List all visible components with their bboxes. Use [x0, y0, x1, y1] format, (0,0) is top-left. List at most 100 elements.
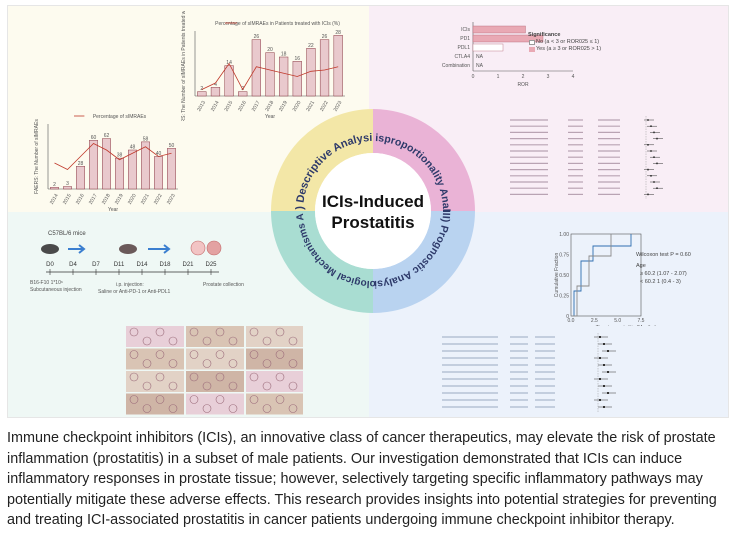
bar — [333, 35, 343, 97]
mouse-icon — [41, 244, 59, 254]
legend-no-swatch — [529, 40, 535, 45]
wilcoxon-label: Wilcoxon test P = 0.60 — [636, 252, 691, 258]
point-estimate — [653, 131, 655, 134]
b16-label: B16-F10 1*10⁶ — [30, 280, 63, 286]
x-tick-label: 1 — [497, 74, 500, 80]
x-tick-label: 3 — [547, 74, 550, 80]
bar — [279, 56, 289, 97]
center-title-line1: ICIs-Induced — [322, 192, 424, 211]
x-tick-label: 7.5 — [638, 318, 645, 324]
gland-outline — [189, 395, 199, 404]
x-tick-label: 2022 — [153, 193, 164, 206]
bar — [265, 52, 275, 97]
gland-outline — [189, 372, 199, 382]
arrow-icon — [68, 244, 86, 254]
gland-outline — [129, 395, 139, 404]
point-estimate — [650, 150, 652, 152]
gland-outline — [142, 381, 152, 391]
gland-outline — [262, 336, 272, 346]
gland-outline — [249, 395, 259, 404]
point-estimate — [599, 378, 601, 380]
legend-yes: Yes (a ≥ 3 or ROR025 > 1) — [536, 46, 602, 52]
bar-value-label: 18 — [281, 52, 287, 58]
gland-outline — [288, 336, 298, 346]
bar-value-label: 38 — [117, 153, 123, 159]
prostate-collection-label: Prostate collection — [203, 282, 244, 288]
bar-value-label: 50 — [169, 143, 175, 149]
x-tick-label: 0.0 — [568, 318, 575, 324]
histology-panel — [186, 326, 244, 347]
bar-value-label: 2 — [53, 182, 56, 188]
disproportionality-forest-plot — [510, 116, 663, 199]
x-tick-label: 2018 — [101, 193, 112, 206]
bar-value-label: 58 — [143, 136, 149, 142]
bar — [197, 91, 207, 97]
bar-value-label: 48 — [130, 145, 136, 151]
center-wheel: (I) Descriptive Analysis (II) Disproport… — [253, 91, 475, 313]
gland-outline — [249, 350, 259, 359]
x-tick-label: 2013 — [196, 100, 207, 113]
arrow-icon — [148, 244, 171, 254]
gland-outline — [129, 350, 139, 359]
gland-outline — [168, 381, 178, 391]
category-label: Combination — [442, 63, 470, 69]
point-estimate — [647, 168, 649, 171]
bar — [319, 39, 330, 97]
point-estimate — [650, 175, 652, 177]
mouse-injected-icon — [119, 244, 137, 254]
gland-outline — [168, 359, 178, 368]
treatment-label: Saline or Anti-PD-1 or Anti-PDL1 — [98, 289, 170, 295]
bar-value-label: 26 — [322, 34, 328, 40]
y-axis-title: FAERS: The Number of sIMRAEs in Patients… — [181, 11, 187, 121]
gland-outline — [202, 404, 212, 413]
y-tick-label: 0.50 — [559, 273, 569, 279]
gland-outline — [189, 350, 199, 359]
x-tick-label: 2023 — [333, 100, 344, 113]
histology-panel — [246, 348, 303, 370]
gland-outline — [288, 359, 298, 368]
ring-segment-mechanisms — [271, 211, 373, 313]
bar — [141, 141, 150, 190]
x-tick-label: 2.5 — [591, 318, 598, 324]
timeline-day-label: D14 — [136, 262, 148, 268]
point-estimate — [607, 392, 609, 394]
timeline-day-label: D11 — [114, 262, 125, 268]
age-label: Age — [636, 263, 646, 269]
gland-outline — [288, 404, 298, 413]
x-tick-label: 2015 — [224, 100, 235, 113]
point-estimate — [647, 119, 649, 121]
point-estimate — [599, 336, 601, 338]
gland-outline — [202, 336, 212, 346]
ror-bar — [472, 43, 504, 52]
subcut-label: Subcutaneous injection — [30, 287, 82, 293]
legend-label: Percentage of sIMRAEs in Patients treate… — [215, 21, 340, 27]
legend-yes-swatch — [529, 47, 535, 52]
bar — [102, 138, 111, 190]
prostate-tissue-icon — [206, 240, 222, 256]
age-group-2: < 60.2 1 (0.4 - 3) — [640, 279, 681, 285]
km-curve-young — [571, 234, 612, 317]
gland-outline — [155, 327, 165, 337]
point-estimate — [607, 350, 609, 352]
bar-value-label: 28 — [78, 161, 84, 167]
bar — [238, 91, 248, 97]
gland-outline — [228, 336, 238, 346]
gland-outline — [189, 327, 199, 337]
gland-outline — [249, 372, 259, 382]
point-estimate — [603, 364, 605, 366]
center-circle — [315, 153, 431, 269]
x-axis-title: Year — [265, 114, 275, 120]
gland-outline — [202, 359, 212, 368]
x-tick-label: 2 — [522, 74, 525, 80]
gland-outline — [168, 404, 178, 413]
bar-value-label: 28 — [335, 30, 341, 36]
x-tick-label: 2015 — [62, 193, 73, 206]
bar-value-label: 4 — [214, 82, 217, 88]
ror-bar — [472, 25, 526, 34]
x-axis-title: ROR — [517, 82, 529, 88]
bar-value-label: 60 — [91, 135, 97, 141]
bar-value-label: 16 — [294, 56, 300, 62]
bar — [167, 148, 176, 190]
bar — [128, 149, 137, 190]
bar — [292, 61, 302, 97]
